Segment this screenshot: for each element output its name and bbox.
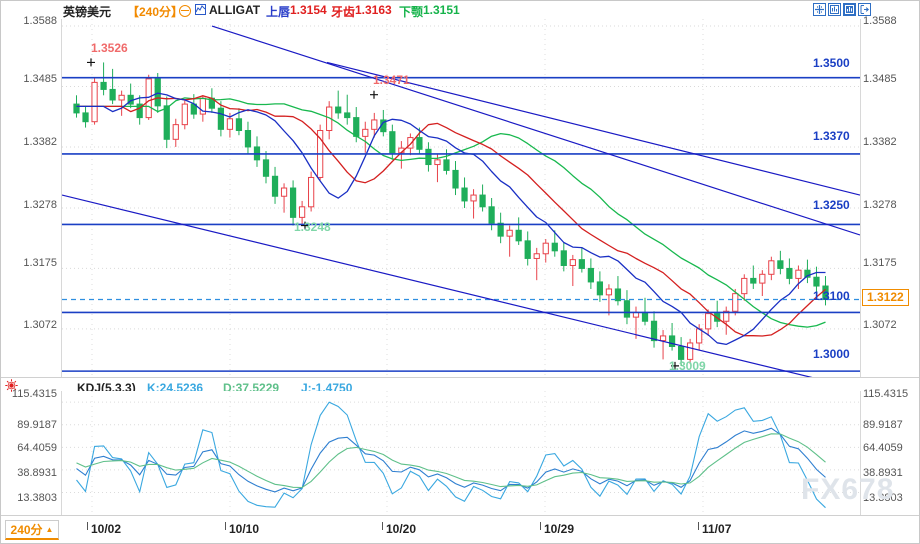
timeframe-button[interactable]: 240分 ▲ bbox=[5, 520, 59, 540]
price-axis-right-tick-2: 1.3382 bbox=[863, 136, 897, 148]
swing-low-label-1-3248: 1.3248 bbox=[294, 220, 331, 234]
date-axis-tick-3: 10/29 bbox=[539, 522, 575, 536]
price-axis-right-tick-4: 1.3175 bbox=[863, 257, 897, 269]
price-chart-panel[interactable] bbox=[61, 19, 861, 377]
level-label-1-3000: 1.3000 bbox=[813, 347, 850, 361]
indicator-name: ALLIGAT bbox=[209, 3, 261, 17]
date-axis-tick-1: 10/10 bbox=[224, 522, 260, 536]
kdj-axis-left-tick-0: 115.4315 bbox=[11, 388, 57, 400]
price-axis-right-tick-3: 1.3278 bbox=[863, 199, 897, 211]
price-axis-left-tick-5: 1.3072 bbox=[23, 319, 57, 331]
current-price-badge: 1.3122 bbox=[862, 289, 909, 306]
date-axis-tick-2: 10/20 bbox=[381, 522, 417, 536]
kdj-axis-right-tick-0: 115.4315 bbox=[863, 388, 909, 400]
level-label-1-3250: 1.3250 bbox=[813, 198, 850, 212]
price-axis-left-tick-1: 1.3485 bbox=[23, 73, 57, 85]
panel-divider-1 bbox=[1, 377, 919, 378]
swing-high-label-1-3526: 1.3526 bbox=[91, 41, 128, 55]
triangle-up-icon: ▲ bbox=[45, 525, 54, 534]
timeframe-button-label: 240分 bbox=[10, 523, 43, 537]
alligator-teeth-label: 牙齿 bbox=[331, 5, 356, 19]
kdj-axis-left-tick-1: 89.9187 bbox=[17, 419, 57, 431]
level-label-1-3100: 1.3100 bbox=[813, 289, 850, 303]
kdj-chart-svg bbox=[62, 391, 860, 515]
symbol-title: 英镑美元 bbox=[63, 5, 112, 19]
date-axis-tick-0: 10/02 bbox=[86, 522, 122, 536]
chart-toolbar bbox=[813, 3, 871, 16]
level-label-1-3500: 1.3500 bbox=[813, 56, 850, 70]
kdj-axis-left-tick-4: 13.3803 bbox=[17, 492, 57, 504]
watermark: FX678 bbox=[801, 473, 895, 506]
indicator-settings-icon[interactable] bbox=[5, 379, 18, 392]
price-axis-right-tick-0: 1.3588 bbox=[863, 15, 897, 27]
kdj-axis-left-tick-2: 64.4059 bbox=[17, 442, 57, 454]
swing-low-label-1-3009: 1.3009 bbox=[669, 359, 706, 373]
price-axis-right-tick-1: 1.3485 bbox=[863, 73, 897, 85]
price-axis-right-tick-5: 1.3072 bbox=[863, 319, 897, 331]
price-axis-left-tick-2: 1.3382 bbox=[23, 136, 57, 148]
chart-footer: 240分 ▲ 10/02 10/10 10/20 10/29 11/07 bbox=[1, 516, 919, 543]
timeframe-label[interactable]: 【240分】 bbox=[127, 5, 184, 19]
alligator-teeth-value: 1.3163 bbox=[355, 3, 392, 17]
scale-lock-icon[interactable] bbox=[843, 3, 856, 16]
price-chart-svg bbox=[62, 19, 860, 377]
level-label-1-3370: 1.3370 bbox=[813, 129, 850, 143]
panel-divider-2 bbox=[1, 515, 919, 516]
kdj-chart-panel[interactable] bbox=[61, 391, 861, 515]
zoom-fit-icon[interactable] bbox=[828, 3, 841, 16]
alligator-lips-label: 上唇 bbox=[266, 5, 291, 19]
kdj-axis-right-tick-2: 64.4059 bbox=[863, 442, 903, 454]
alligator-jaw-label: 下颚 bbox=[399, 5, 424, 19]
price-axis-left-tick-4: 1.3175 bbox=[23, 257, 57, 269]
kdj-axis-right-tick-3: 38.8931 bbox=[863, 467, 903, 479]
alligator-lips-value: 1.3154 bbox=[290, 3, 327, 17]
kdj-axis-right-tick-1: 89.9187 bbox=[863, 419, 903, 431]
alligator-jaw-value: 1.3151 bbox=[423, 3, 460, 17]
price-axis-left-tick-0: 1.3588 bbox=[23, 15, 57, 27]
crosshair-toggle-icon[interactable] bbox=[179, 5, 191, 17]
crosshair-tool-icon[interactable] bbox=[813, 3, 826, 16]
kdj-axis-left-tick-3: 38.8931 bbox=[17, 467, 57, 479]
chart-type-icon[interactable] bbox=[195, 4, 206, 15]
swing-high-label-1-3471: 1.3471 bbox=[373, 73, 410, 87]
kdj-axis-right-tick-4: 13.3803 bbox=[863, 492, 903, 504]
chart-header: 英镑美元 【240分】 ALLIGAT 上唇 1.3154 牙齿 1.3163 … bbox=[1, 1, 919, 19]
export-icon[interactable] bbox=[858, 3, 871, 16]
price-axis-left-tick-3: 1.3278 bbox=[23, 199, 57, 211]
date-axis-tick-4: 11/07 bbox=[697, 522, 732, 536]
